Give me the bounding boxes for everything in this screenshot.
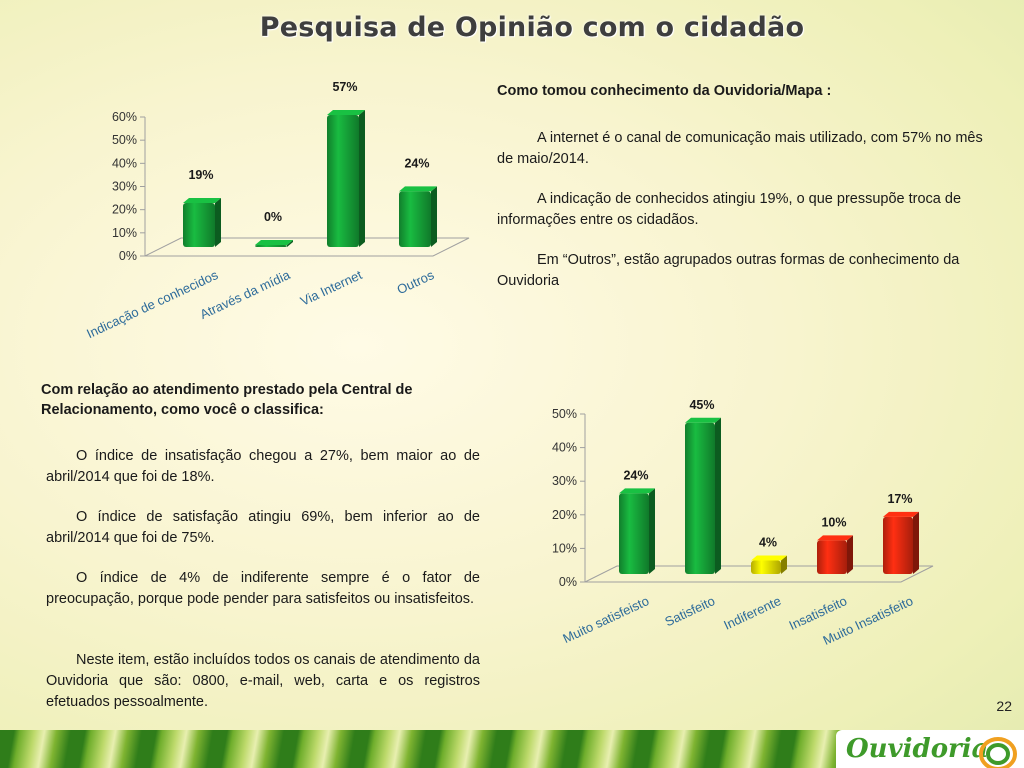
y-tick-label: 20% [112,203,137,217]
chart-floor [584,565,934,583]
bar-0 [619,488,655,574]
bar-top [751,555,787,561]
y-tick-label: 10% [112,226,137,240]
y-tick-label: 50% [112,133,137,147]
y-tick-label: 50% [552,407,577,421]
bar-top [817,535,853,541]
bar-side [913,511,919,574]
section1-paragraph-1: A internet é o canal de comunicação mais… [497,130,983,167]
category-label: Indicação de conhecidos [84,267,220,341]
section2-paragraph-2: O índice de satisfação atingiu 69%, bem … [46,509,480,546]
y-tick-label: 30% [112,180,137,194]
section2-paragraph-1: O índice de insatisfação chegou a 27%, b… [46,448,480,485]
bar-top [399,186,437,192]
bar-value-label: 17% [887,492,912,506]
bar-front [327,114,359,247]
bar-side [847,535,853,574]
bar-front [751,560,781,574]
logo: Ouvidoria [846,734,989,764]
section2-paragraph-3: O índice de 4% de indiferente sempre é o… [46,570,480,607]
bar-side [287,240,293,247]
chart-conhecimento: 0% 10% 20% 30% 40% 50% 60% 19% Indicação de conh… [84,80,470,341]
bar-top [183,197,221,203]
bar-2 [327,109,365,247]
bar-front [399,191,431,247]
bar-value-label: 19% [188,168,213,182]
bar-value-label: 10% [821,515,846,529]
bar-front [255,245,287,247]
bar-2 [751,555,787,574]
y-tick-label: 60% [112,110,137,124]
bar-side [215,197,221,247]
bar-top [255,240,293,245]
y-tick-label: 10% [552,541,577,555]
category-label: Outros [395,267,437,297]
bar-value-label: 45% [689,398,714,412]
y-tick-label: 20% [552,508,577,522]
section2-heading: Com relação ao atendimento prestado pela… [41,382,413,418]
bar-top [327,109,365,115]
page-title: Pesquisa de Opinião com o cidadão [259,12,805,43]
section1-paragraph-2: A indicação de conhecidos atingiu 19%, o… [497,191,962,228]
y-tick-label: 0% [119,249,137,263]
bar-side [781,555,787,574]
bar-side [359,109,365,247]
bar-1 [255,240,293,247]
section2-paragraph-4: Neste item, estão incluídos todos os can… [46,652,480,710]
category-label: Via Internet [298,267,365,309]
bar-value-label: 4% [759,536,777,550]
bar-front [183,202,215,247]
bar-side [715,417,721,574]
bar-front [817,540,847,574]
bar-1 [685,417,721,574]
section1-paragraph-3: Em “Outros”, estão agrupados outras form… [497,252,960,289]
bar-top [619,488,655,494]
bar-3 [817,535,853,574]
bar-front [619,493,649,574]
bar-front [883,516,913,574]
bar-4 [883,511,919,574]
bar-side [431,186,437,247]
bar-front [685,422,715,574]
bar-value-label: 24% [404,156,429,170]
logo-ring-icon [979,737,1017,768]
bar-top [685,417,721,423]
category-label: Satisfeito [662,593,717,629]
section1-heading: Como tomou conhecimento da Ouvidoria/Map… [497,83,832,99]
bar-0 [183,197,221,247]
y-tick-label: 0% [559,575,577,589]
bar-top [883,511,919,517]
bar-3 [399,186,437,247]
chart-floor [144,237,470,257]
bar-value-label: 24% [623,468,648,482]
y-tick-label: 40% [552,441,577,455]
y-tick-label: 30% [552,474,577,488]
bar-side [649,488,655,574]
bar-value-label: 0% [264,210,282,224]
chart-atendimento: 0% 10% 20% 30% 40% 50% 24% Muito satisfeisto 45%… [552,398,934,648]
bar-value-label: 57% [332,80,357,94]
y-tick-label: 40% [112,156,137,170]
category-label: Muito satisfeisto [560,593,651,646]
page-number: 22 [996,698,1012,714]
category-label: Indiferente [721,593,783,633]
